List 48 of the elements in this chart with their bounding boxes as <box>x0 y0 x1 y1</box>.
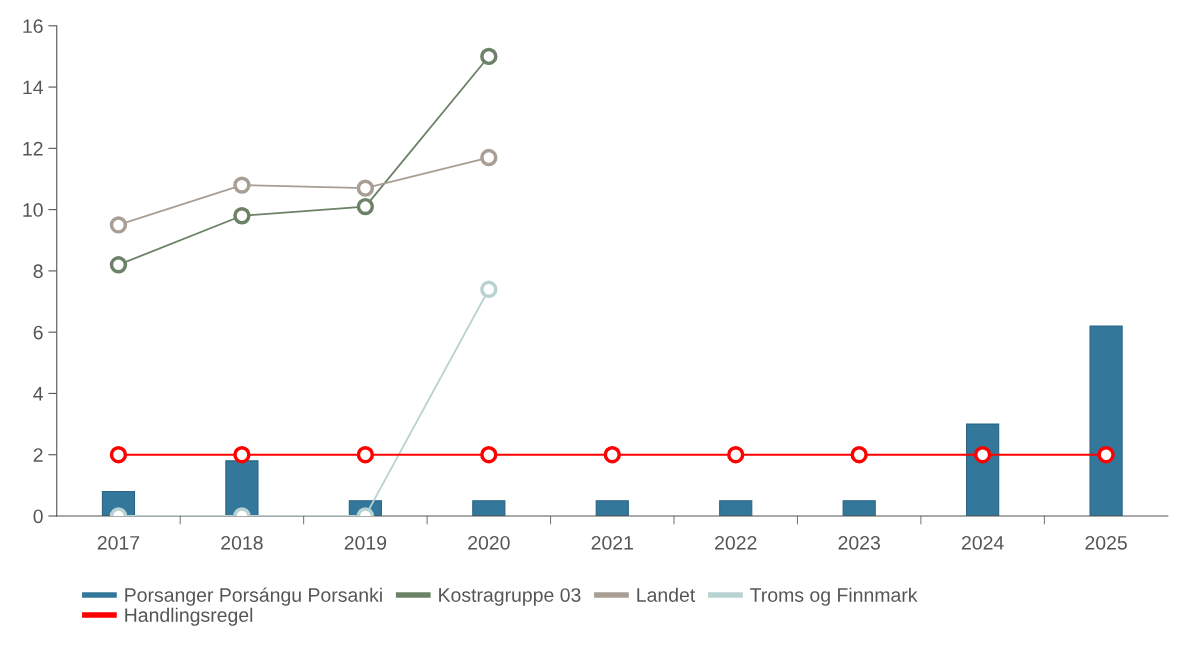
bar <box>719 500 753 516</box>
legend-label: Troms og Finnmark <box>750 587 918 606</box>
point <box>233 176 251 194</box>
point <box>480 47 498 66</box>
x-tick-label: 2025 <box>1085 535 1127 550</box>
bar <box>842 500 876 516</box>
y-tick-label: 6 <box>33 325 43 340</box>
point <box>233 446 251 464</box>
legend-label: Handlingsregel <box>125 607 253 626</box>
point <box>233 207 251 225</box>
y-tick-label: 16 <box>23 19 43 34</box>
bar <box>1089 325 1123 516</box>
point <box>109 216 128 234</box>
y-tick-label: 8 <box>33 264 43 279</box>
x-tick-label: 2019 <box>344 535 387 550</box>
point <box>1097 446 1115 464</box>
x-tick-label: 2021 <box>591 535 633 550</box>
y-tick-label: 12 <box>23 141 43 156</box>
point <box>356 446 375 464</box>
point <box>109 446 128 464</box>
point <box>973 446 992 464</box>
point <box>480 446 498 464</box>
x-tick-label: 2023 <box>838 535 880 550</box>
x-tick-label: 2020 <box>468 535 510 550</box>
point <box>603 446 621 464</box>
point <box>480 280 498 298</box>
y-tick-label: 2 <box>33 448 43 462</box>
bar <box>472 500 506 516</box>
x-tick-label: 2018 <box>221 535 263 550</box>
y-tick-label: 14 <box>23 80 43 95</box>
bar <box>225 460 259 516</box>
bar <box>966 423 1000 516</box>
y-tick-label: 0 <box>33 509 43 524</box>
point <box>480 148 498 167</box>
bar <box>595 500 629 516</box>
legend-label: Kostragruppe 03 <box>439 588 581 606</box>
x-tick-label: 2017 <box>97 535 140 550</box>
legend-label: Landet <box>637 587 696 602</box>
y-tick-label: 4 <box>33 387 43 401</box>
legend-label: Porsanger Porsángu Porsanki <box>125 587 382 606</box>
x-tick-label: 2024 <box>961 535 1004 550</box>
point <box>727 446 745 464</box>
point <box>109 256 128 274</box>
point <box>356 197 375 216</box>
x-tick-label: 2022 <box>715 535 757 550</box>
y-tick-label: 10 <box>23 203 43 217</box>
point <box>850 446 868 464</box>
point <box>356 179 375 197</box>
